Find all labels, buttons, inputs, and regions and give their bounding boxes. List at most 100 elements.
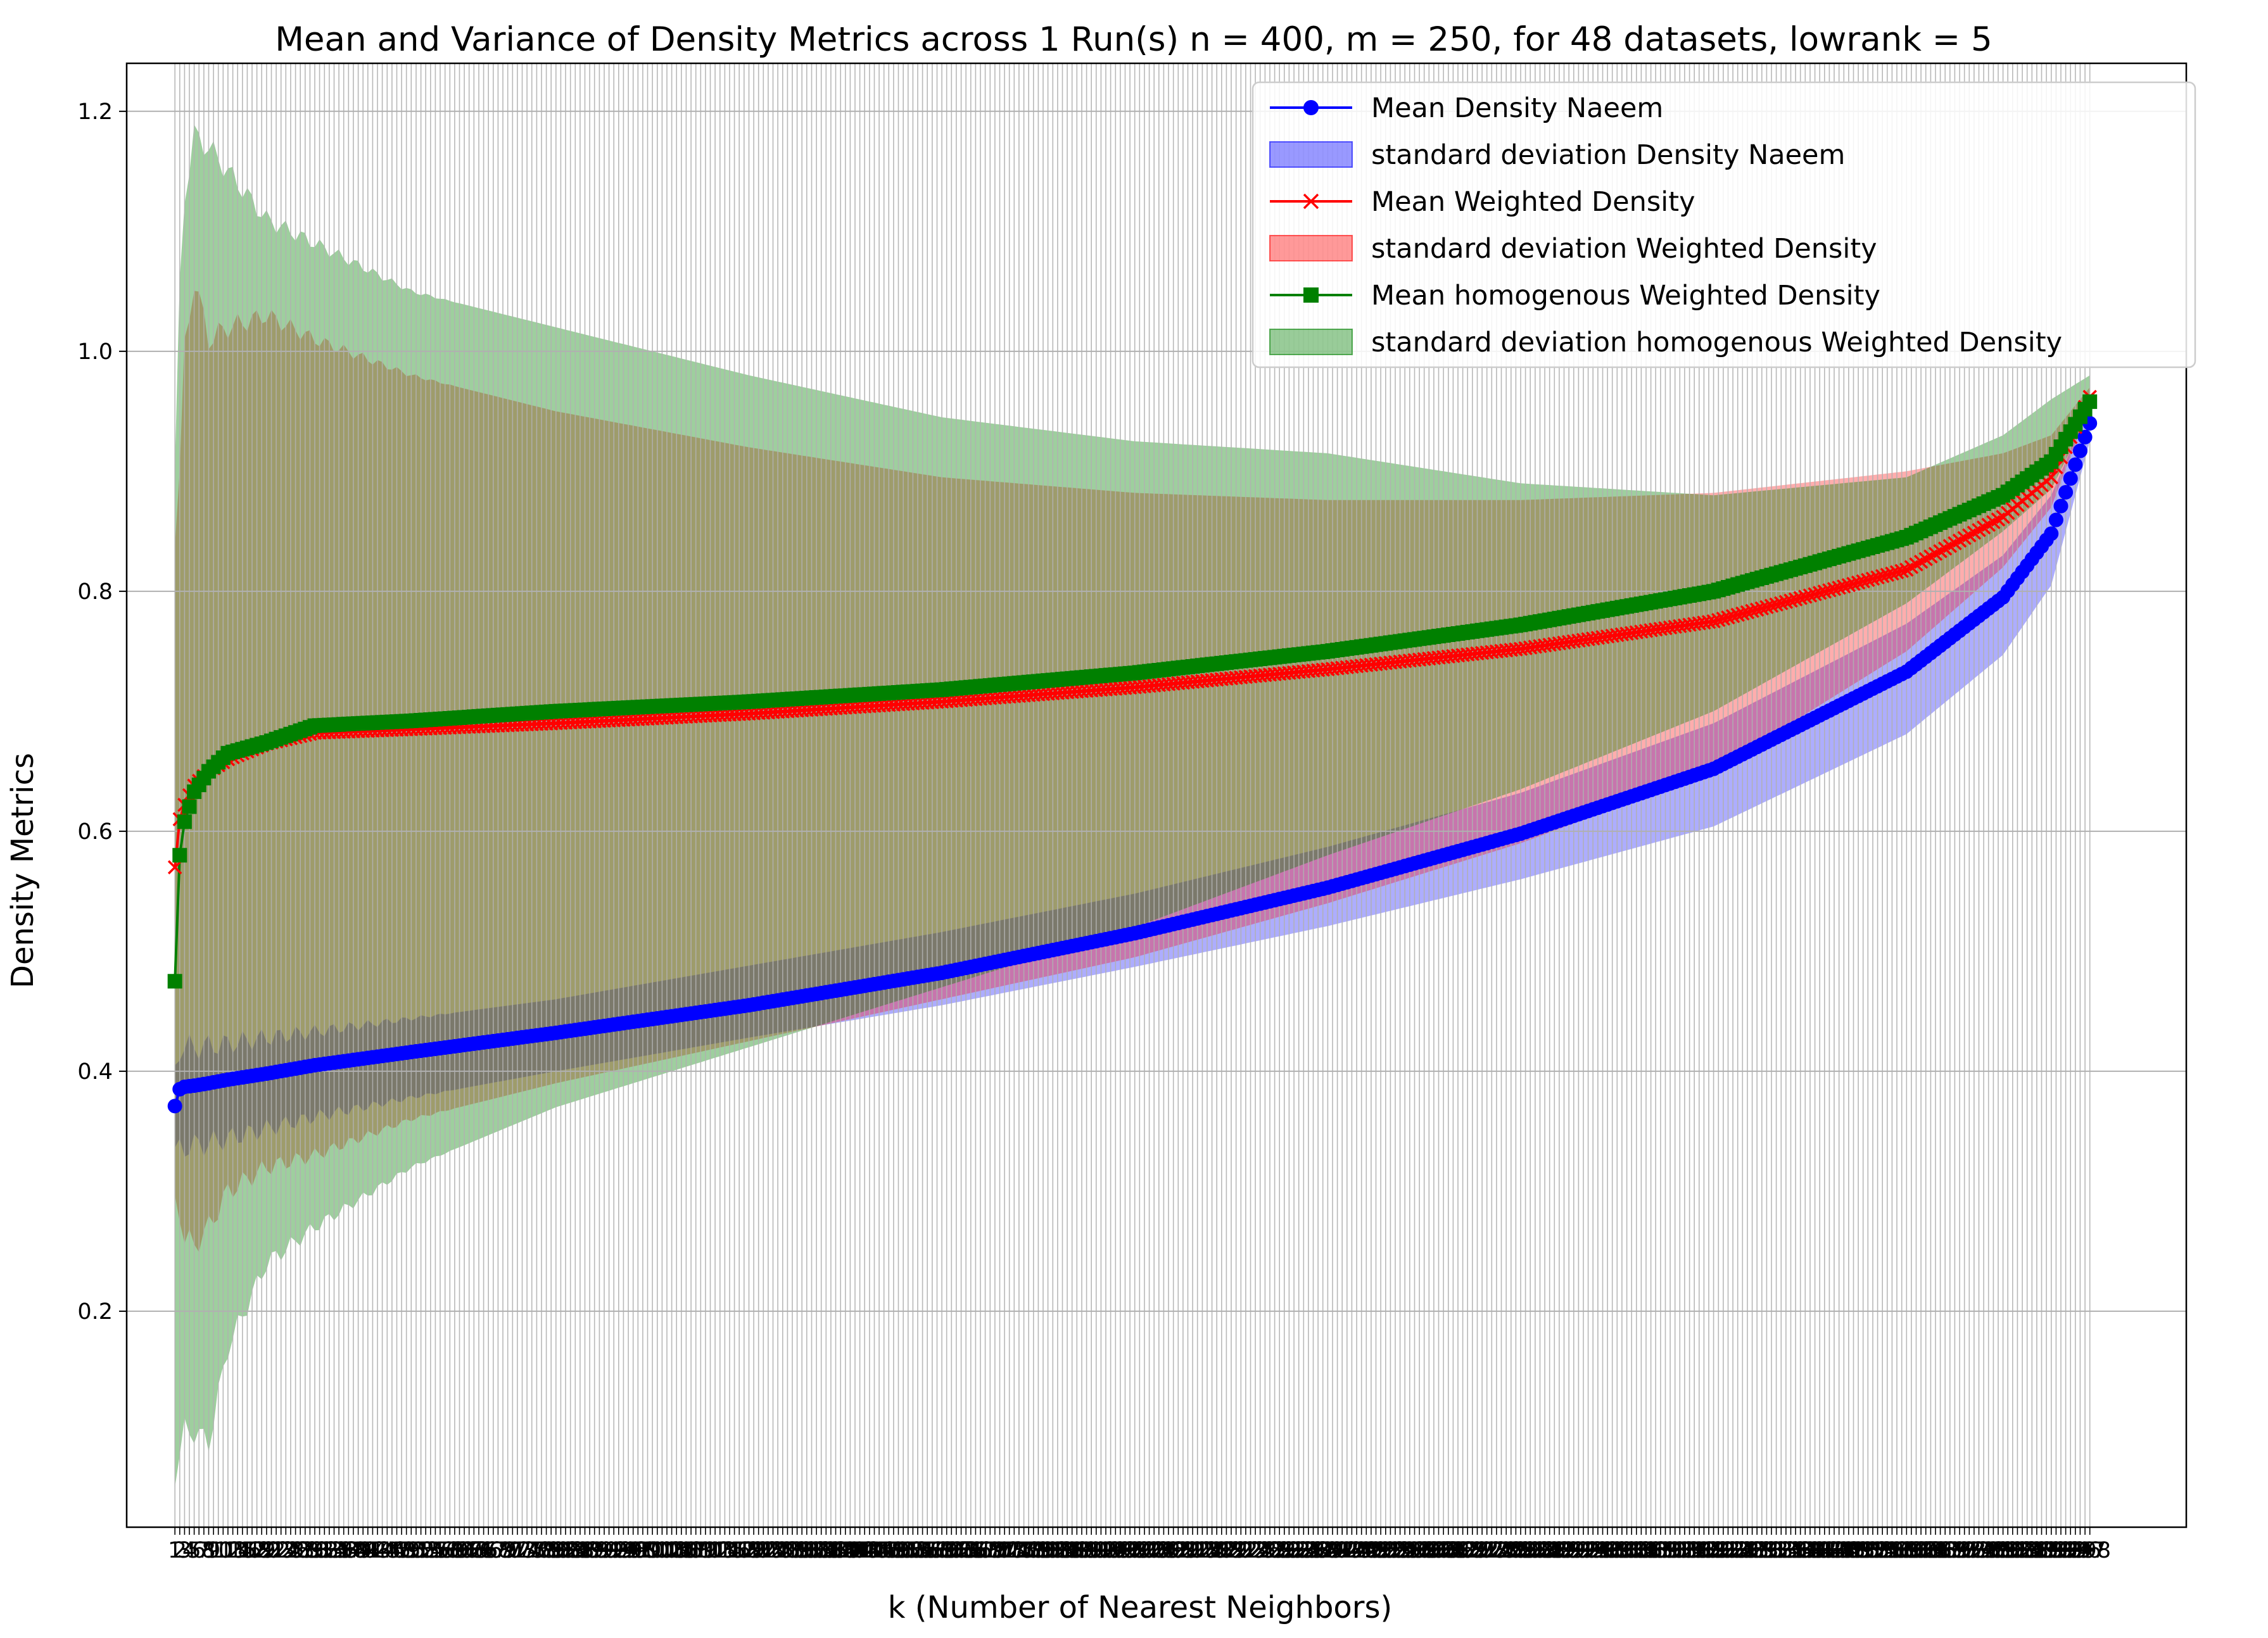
- x-tick-label: 111: [684, 1538, 726, 1563]
- x-tick-label: 358: [1876, 1538, 1918, 1563]
- x-tick-label: 36: [329, 1538, 358, 1563]
- x-tick-label: 230: [1258, 1538, 1301, 1563]
- x-tick-label: 2: [173, 1538, 187, 1563]
- plot-frame: [125, 62, 2188, 1528]
- x-tick-label: 269: [1447, 1538, 1489, 1563]
- x-tick-label: 281: [1504, 1538, 1547, 1563]
- x-tick-label: 321: [1697, 1538, 1740, 1563]
- x-axis-label: k (Number of Nearest Neighbors): [888, 1590, 1393, 1625]
- x-tick-label: 28: [291, 1538, 320, 1563]
- x-tick-label: 75: [517, 1538, 546, 1563]
- x-tick-label: 333: [1755, 1538, 1797, 1563]
- x-tick-label: 283: [1514, 1538, 1556, 1563]
- x-tick-label: 45: [373, 1538, 402, 1563]
- x-tick-label: 226: [1239, 1538, 1281, 1563]
- x-tick-label: 235: [1283, 1538, 1325, 1563]
- x-tick-label: 88: [580, 1538, 609, 1563]
- x-tick-label: 86: [571, 1538, 599, 1563]
- x-tick-label: 27: [286, 1538, 315, 1563]
- x-gridlines: [174, 63, 2091, 1527]
- x-tick-label: 349: [1832, 1538, 1875, 1563]
- x-tick-label: 258: [1393, 1538, 1436, 1563]
- x-tick-label: 179: [1012, 1538, 1055, 1563]
- x-tick-label: 202: [1124, 1538, 1166, 1563]
- x-tick-marks: [174, 1527, 2091, 1535]
- x-tick-label: 61: [450, 1538, 479, 1563]
- x-tick-label: 216: [1191, 1538, 1233, 1563]
- std-band-1: [175, 405, 2090, 1157]
- x-tick-label: 282: [1509, 1538, 1552, 1563]
- x-tick-label: 308: [1635, 1538, 1677, 1563]
- x-tick-label: 311: [1649, 1538, 1692, 1563]
- x-tick-label: 65: [469, 1538, 498, 1563]
- x-tick-label: 188: [1056, 1538, 1098, 1563]
- x-tick-label: 73: [508, 1538, 536, 1563]
- x-tick-label: 343: [1803, 1538, 1846, 1563]
- x-tick-label: 360: [1885, 1538, 1928, 1563]
- x-tick-label: 378: [1972, 1538, 2015, 1563]
- x-tick-label: 263: [1417, 1538, 1460, 1563]
- legend-label: standard deviation Weighted Density: [1371, 233, 1877, 265]
- std-bands: [175, 124, 2090, 1487]
- x-tick-label: 289: [1543, 1538, 1585, 1563]
- x-tick-label: 14: [224, 1538, 252, 1563]
- x-tick-label: 142: [834, 1538, 877, 1563]
- x-tick-label: 257: [1388, 1538, 1431, 1563]
- legend-entry-2: Mean Weighted Density: [1270, 186, 1695, 218]
- x-tick-label: 68: [484, 1538, 512, 1563]
- x-tick-label: 294: [1567, 1538, 1609, 1563]
- x-tick-label: 93: [605, 1538, 633, 1563]
- x-tick-label: 56: [426, 1538, 455, 1563]
- x-tick-label: 254: [1374, 1538, 1417, 1563]
- x-tick-label: 390: [2030, 1538, 2072, 1563]
- x-tick-label: 279: [1495, 1538, 1537, 1563]
- x-tick-label: 72: [504, 1538, 532, 1563]
- x-tick-label: 81: [547, 1538, 575, 1563]
- x-tick-label: 307: [1630, 1538, 1672, 1563]
- x-tick-label: 260: [1403, 1538, 1445, 1563]
- x-tick-label: 55: [421, 1538, 450, 1563]
- x-tick-label: 310: [1644, 1538, 1687, 1563]
- std-band-5: [175, 124, 2090, 1487]
- x-tick-label: 128: [766, 1538, 809, 1563]
- x-tick-label: 266: [1432, 1538, 1474, 1563]
- x-tick-label: 196: [1094, 1538, 1137, 1563]
- x-tick-label: 21: [257, 1538, 286, 1563]
- x-tick-label: 32: [310, 1538, 339, 1563]
- x-tick-label: 132: [785, 1538, 828, 1563]
- x-tick-label: 222: [1220, 1538, 1262, 1563]
- x-tick-label: 159: [916, 1538, 958, 1563]
- x-tick-label: 348: [1827, 1538, 1870, 1563]
- x-tick-label: 224: [1229, 1538, 1272, 1563]
- x-tick-label: 228: [1249, 1538, 1291, 1563]
- x-tick-label: 11: [209, 1538, 238, 1563]
- x-tick-label: 389: [2025, 1538, 2068, 1563]
- x-tick-label: 314: [1663, 1538, 1706, 1563]
- x-tick-label: 19: [248, 1538, 276, 1563]
- x-tick-label: 203: [1128, 1538, 1170, 1563]
- x-tick-label: 368: [1924, 1538, 1967, 1563]
- x-tick-label: 35: [325, 1538, 353, 1563]
- x-tick-label: 366: [1915, 1538, 1957, 1563]
- x-tick-label: 110: [680, 1538, 722, 1563]
- x-tick-label: 286: [1528, 1538, 1571, 1563]
- x-tick-label: 351: [1842, 1538, 1884, 1563]
- x-tick-label: 1: [168, 1538, 182, 1563]
- x-tick-label: 102: [641, 1538, 683, 1563]
- x-tick-label: 239: [1302, 1538, 1344, 1563]
- x-tick-label: 108: [670, 1538, 713, 1563]
- x-tick-label: 143: [839, 1538, 881, 1563]
- x-tick-label: 273: [1466, 1538, 1508, 1563]
- y-tick-label: 0.2: [77, 1299, 113, 1325]
- x-tick-label: 145: [848, 1538, 890, 1563]
- x-tick-label: 54: [417, 1538, 445, 1563]
- x-tick-label: 315: [1668, 1538, 1711, 1563]
- x-tick-label: 178: [1008, 1538, 1050, 1563]
- x-tick-label: 74: [513, 1538, 542, 1563]
- x-tick-label: 41: [354, 1538, 383, 1563]
- x-tick-label: 163: [935, 1538, 977, 1563]
- x-tick-label: 119: [723, 1538, 765, 1563]
- x-tick-label: 264: [1422, 1538, 1465, 1563]
- x-tick-label: 238: [1297, 1538, 1340, 1563]
- x-tick-label: 253: [1369, 1538, 1412, 1563]
